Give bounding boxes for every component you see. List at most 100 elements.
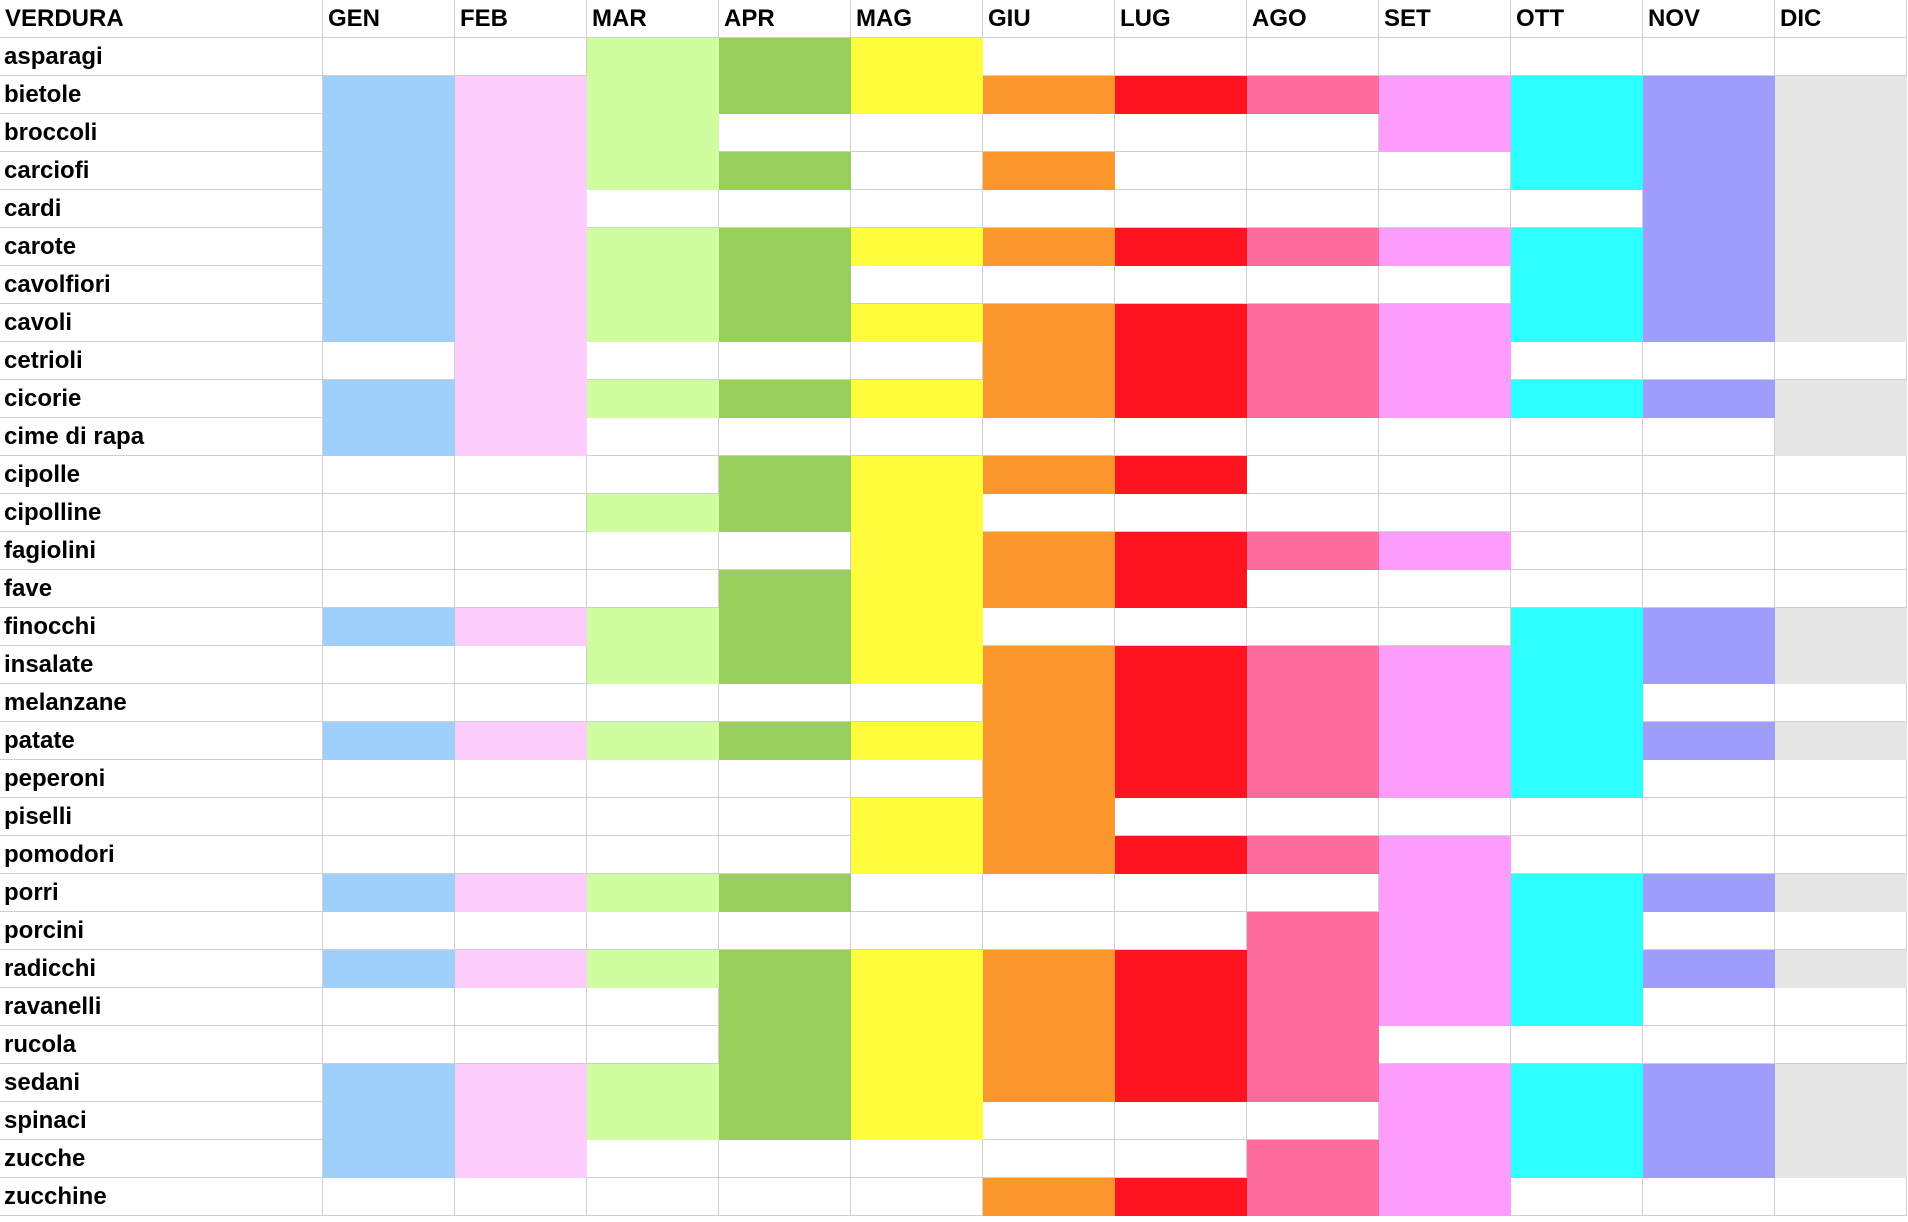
season-cell-filled[interactable] — [1775, 266, 1907, 304]
season-cell-filled[interactable] — [719, 1102, 851, 1140]
season-cell-empty[interactable] — [1643, 836, 1775, 874]
season-cell-filled[interactable] — [587, 114, 719, 152]
season-cell-filled[interactable] — [323, 722, 455, 760]
season-cell-empty[interactable] — [1247, 38, 1379, 76]
header-month-cell[interactable]: MAG — [851, 0, 983, 38]
season-cell-empty[interactable] — [587, 760, 719, 798]
season-cell-filled[interactable] — [851, 1026, 983, 1064]
season-cell-filled[interactable] — [1643, 950, 1775, 988]
season-cell-filled[interactable] — [719, 722, 851, 760]
season-cell-empty[interactable] — [1511, 190, 1643, 228]
season-cell-filled[interactable] — [323, 114, 455, 152]
season-cell-filled[interactable] — [983, 684, 1115, 722]
vegetable-name-cell[interactable]: broccoli — [0, 114, 323, 152]
season-cell-filled[interactable] — [1511, 1140, 1643, 1178]
season-cell-empty[interactable] — [983, 608, 1115, 646]
season-cell-filled[interactable] — [1775, 380, 1907, 418]
season-cell-filled[interactable] — [1775, 114, 1907, 152]
season-cell-filled[interactable] — [455, 418, 587, 456]
season-cell-filled[interactable] — [587, 266, 719, 304]
season-cell-filled[interactable] — [1379, 950, 1511, 988]
season-cell-empty[interactable] — [719, 418, 851, 456]
season-cell-filled[interactable] — [1115, 380, 1247, 418]
season-cell-filled[interactable] — [1115, 950, 1247, 988]
season-cell-filled[interactable] — [323, 76, 455, 114]
season-cell-empty[interactable] — [1115, 874, 1247, 912]
season-cell-empty[interactable] — [851, 266, 983, 304]
season-cell-filled[interactable] — [1775, 722, 1907, 760]
season-cell-empty[interactable] — [587, 684, 719, 722]
season-cell-filled[interactable] — [983, 836, 1115, 874]
season-cell-empty[interactable] — [1247, 266, 1379, 304]
season-cell-filled[interactable] — [1379, 760, 1511, 798]
season-cell-empty[interactable] — [587, 1026, 719, 1064]
season-cell-empty[interactable] — [587, 342, 719, 380]
season-cell-empty[interactable] — [323, 684, 455, 722]
season-cell-empty[interactable] — [323, 760, 455, 798]
header-month-cell[interactable]: GEN — [323, 0, 455, 38]
season-cell-empty[interactable] — [323, 912, 455, 950]
season-cell-empty[interactable] — [587, 988, 719, 1026]
season-cell-filled[interactable] — [1511, 988, 1643, 1026]
season-cell-empty[interactable] — [1775, 836, 1907, 874]
season-cell-filled[interactable] — [719, 76, 851, 114]
season-cell-filled[interactable] — [719, 570, 851, 608]
season-cell-empty[interactable] — [1379, 570, 1511, 608]
season-cell-filled[interactable] — [851, 1102, 983, 1140]
season-cell-empty[interactable] — [1643, 342, 1775, 380]
season-cell-filled[interactable] — [455, 1140, 587, 1178]
season-cell-filled[interactable] — [719, 228, 851, 266]
season-cell-filled[interactable] — [1247, 380, 1379, 418]
season-cell-filled[interactable] — [1115, 456, 1247, 494]
season-cell-filled[interactable] — [1643, 874, 1775, 912]
season-cell-empty[interactable] — [1247, 608, 1379, 646]
season-cell-filled[interactable] — [323, 304, 455, 342]
season-cell-filled[interactable] — [1511, 874, 1643, 912]
season-cell-filled[interactable] — [1247, 836, 1379, 874]
season-cell-filled[interactable] — [455, 114, 587, 152]
season-cell-empty[interactable] — [1643, 798, 1775, 836]
season-cell-filled[interactable] — [1379, 912, 1511, 950]
season-cell-empty[interactable] — [719, 760, 851, 798]
season-cell-filled[interactable] — [1247, 988, 1379, 1026]
season-cell-filled[interactable] — [719, 646, 851, 684]
season-cell-filled[interactable] — [983, 760, 1115, 798]
season-cell-empty[interactable] — [455, 494, 587, 532]
season-cell-filled[interactable] — [1379, 722, 1511, 760]
season-cell-filled[interactable] — [1115, 836, 1247, 874]
season-cell-filled[interactable] — [1379, 874, 1511, 912]
season-cell-filled[interactable] — [1775, 1102, 1907, 1140]
season-cell-filled[interactable] — [323, 1064, 455, 1102]
season-cell-filled[interactable] — [1511, 380, 1643, 418]
season-cell-empty[interactable] — [851, 114, 983, 152]
season-cell-filled[interactable] — [1511, 76, 1643, 114]
vegetable-name-cell[interactable]: bietole — [0, 76, 323, 114]
season-cell-filled[interactable] — [1775, 152, 1907, 190]
season-cell-filled[interactable] — [719, 266, 851, 304]
season-cell-empty[interactable] — [323, 836, 455, 874]
season-cell-empty[interactable] — [1247, 1102, 1379, 1140]
season-cell-empty[interactable] — [1775, 1178, 1907, 1216]
season-cell-filled[interactable] — [455, 950, 587, 988]
season-cell-filled[interactable] — [851, 798, 983, 836]
season-cell-empty[interactable] — [719, 684, 851, 722]
season-cell-empty[interactable] — [323, 532, 455, 570]
season-cell-empty[interactable] — [983, 1102, 1115, 1140]
season-cell-filled[interactable] — [1775, 418, 1907, 456]
season-cell-empty[interactable] — [455, 836, 587, 874]
vegetable-name-cell[interactable]: zucchine — [0, 1178, 323, 1216]
season-cell-filled[interactable] — [719, 38, 851, 76]
season-cell-filled[interactable] — [1511, 684, 1643, 722]
season-cell-filled[interactable] — [455, 380, 587, 418]
season-cell-filled[interactable] — [719, 988, 851, 1026]
season-cell-filled[interactable] — [1115, 532, 1247, 570]
header-month-cell[interactable]: FEB — [455, 0, 587, 38]
season-cell-filled[interactable] — [455, 342, 587, 380]
season-cell-empty[interactable] — [1247, 456, 1379, 494]
season-cell-filled[interactable] — [1511, 1064, 1643, 1102]
season-cell-empty[interactable] — [1643, 684, 1775, 722]
header-month-cell[interactable]: AGO — [1247, 0, 1379, 38]
season-cell-filled[interactable] — [983, 228, 1115, 266]
season-cell-filled[interactable] — [1511, 152, 1643, 190]
season-cell-empty[interactable] — [719, 1178, 851, 1216]
